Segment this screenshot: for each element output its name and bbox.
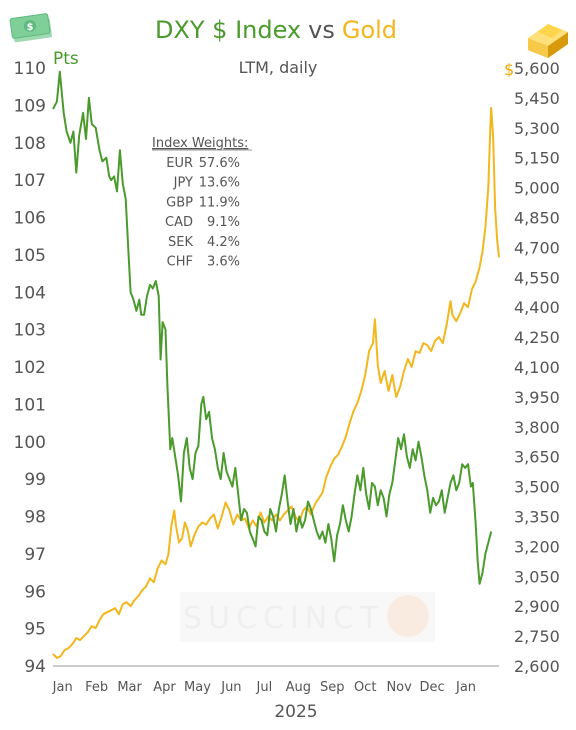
x-tick-label: Dec xyxy=(420,680,445,695)
right-tick-label: 5,150 xyxy=(514,149,560,168)
left-tick-label: 107 xyxy=(14,171,46,191)
title-dxy: DXY $ Index xyxy=(155,16,301,44)
right-tick-label: 3,650 xyxy=(514,448,560,467)
x-tick-label: Feb xyxy=(85,680,108,695)
right-tick-label: 3,200 xyxy=(514,537,560,556)
succinct-watermark: SUCCINCT xyxy=(180,592,435,642)
weight-pct: 13.6% xyxy=(199,176,240,191)
x-tick-label: Jun xyxy=(220,680,241,695)
right-tick-label: 4,700 xyxy=(514,238,560,257)
left-tick-label: 110 xyxy=(14,59,46,79)
weight-ccy: CHF xyxy=(167,255,193,270)
weight-pct: 57.6% xyxy=(199,156,240,171)
x-tick-label: Sep xyxy=(320,680,345,695)
left-tick-label: 104 xyxy=(14,283,46,303)
x-tick-label: Mar xyxy=(117,680,142,695)
weight-pct: 3.6% xyxy=(207,255,240,270)
x-axis: Jan Feb Mar Apr May Jun Jul Aug Sep Oct Nov Dec Jan xyxy=(52,680,476,695)
series-layer xyxy=(52,70,500,659)
left-axis-unit: Pts xyxy=(53,49,79,69)
svg-text:$: $ xyxy=(27,22,34,33)
left-tick-label: 100 xyxy=(14,433,46,453)
x-tick-label: Jan xyxy=(52,680,73,695)
right-tick-label: 3,500 xyxy=(514,478,560,497)
weight-ccy: SEK xyxy=(168,235,193,250)
dxy-series-line xyxy=(52,70,493,585)
left-tick-label: 101 xyxy=(14,395,46,415)
left-tick-label: 97 xyxy=(24,545,46,565)
right-tick-label: 4,850 xyxy=(514,209,560,228)
right-tick-label: 5,300 xyxy=(514,119,560,138)
index-weights-box: Index Weights: EUR 57.6% JPY 13.6% GBP 11.9% C… xyxy=(152,136,252,270)
left-tick-label: 106 xyxy=(14,209,46,229)
left-tick-label: 94 xyxy=(24,657,46,677)
right-axis-unit: $ xyxy=(504,60,514,79)
weight-pct: 9.1% xyxy=(207,215,240,230)
right-tick-label: 4,250 xyxy=(514,328,560,347)
weight-ccy: EUR xyxy=(166,156,193,171)
left-tick-label: 98 xyxy=(24,508,46,528)
left-tick-label: 96 xyxy=(24,582,46,602)
right-tick-label: 4,100 xyxy=(514,358,560,377)
left-tick-label: 108 xyxy=(14,134,46,154)
right-tick-label: 5,000 xyxy=(514,179,560,198)
left-tick-label: 105 xyxy=(14,246,46,266)
left-tick-label: 99 xyxy=(24,470,46,490)
right-tick-label: 3,350 xyxy=(514,508,560,527)
gold-bars-icon xyxy=(528,24,568,58)
weight-pct: 4.2% xyxy=(207,235,240,250)
x-tick-label: May xyxy=(184,680,211,695)
x-axis-title: 2025 xyxy=(274,702,317,722)
money-bills-icon: $ xyxy=(9,13,52,43)
weight-ccy: GBP xyxy=(166,195,193,210)
right-tick-label: 5,600 xyxy=(514,59,560,78)
svg-text:SUCCINCT: SUCCINCT xyxy=(183,601,384,636)
right-axis: 2,600 2,750 2,900 3,050 3,200 3,350 3,500 3,650… xyxy=(514,59,560,676)
weight-pct: 11.9% xyxy=(199,195,240,210)
x-tick-label: Jan xyxy=(455,680,476,695)
right-tick-label: 2,600 xyxy=(514,657,560,676)
chart-subtitle: LTM, daily xyxy=(239,58,318,77)
weight-ccy: JPY xyxy=(173,176,193,191)
right-tick-label: 4,550 xyxy=(514,268,560,287)
x-tick-label: Nov xyxy=(386,680,412,695)
right-tick-label: 3,050 xyxy=(514,567,560,586)
left-tick-label: 95 xyxy=(24,620,46,640)
x-tick-label: Apr xyxy=(153,680,176,695)
right-tick-label: 3,950 xyxy=(514,388,560,407)
left-axis: 94 95 96 97 98 99 100 101 102 103 104 105 106 107 108 1… xyxy=(14,59,46,677)
title-vs: vs xyxy=(308,16,335,44)
right-tick-label: 3,800 xyxy=(514,418,560,437)
left-tick-label: 103 xyxy=(14,321,46,341)
weight-ccy: CAD xyxy=(165,215,193,230)
x-tick-label: Oct xyxy=(354,680,376,695)
right-tick-label: 5,450 xyxy=(514,89,560,108)
x-tick-label: Jul xyxy=(256,680,273,695)
succinct-logo-icon xyxy=(387,595,429,637)
x-tick-label: Aug xyxy=(286,680,311,695)
left-tick-label: 102 xyxy=(14,358,46,378)
weights-heading: Index Weights: xyxy=(152,136,248,151)
title-gold: Gold xyxy=(342,16,397,44)
right-tick-label: 2,750 xyxy=(514,627,560,646)
right-tick-label: 4,400 xyxy=(514,298,560,317)
gold-series-line xyxy=(52,106,500,659)
chart-title: DXY $ Index vs Gold xyxy=(155,16,397,44)
right-tick-label: 2,900 xyxy=(514,597,560,616)
left-tick-label: 109 xyxy=(14,96,46,116)
